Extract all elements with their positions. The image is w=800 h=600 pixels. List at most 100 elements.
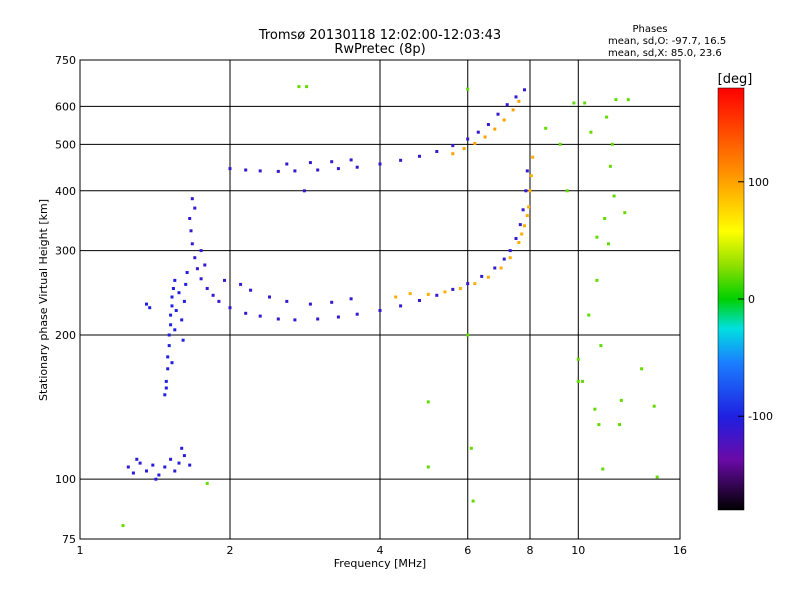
data-point — [355, 165, 359, 169]
data-point — [171, 287, 175, 290]
data-point — [655, 475, 659, 479]
data-point — [157, 473, 161, 477]
data-point — [476, 130, 480, 134]
data-point — [258, 314, 262, 318]
data-point — [167, 344, 171, 348]
data-point — [180, 446, 184, 450]
data-point — [308, 302, 312, 306]
y-tick-label: 500 — [55, 138, 76, 151]
data-point — [623, 211, 627, 215]
data-point — [505, 103, 509, 107]
y-tick-label: 750 — [55, 54, 76, 67]
data-point — [473, 282, 477, 286]
colorbar-tick-label: 0 — [748, 293, 755, 306]
data-point — [285, 162, 289, 166]
x-axis-label: Frequency [MHz] — [334, 557, 426, 570]
data-point — [316, 168, 320, 172]
x-tick-label: 4 — [377, 544, 384, 557]
data-point — [135, 457, 139, 461]
data-point — [184, 282, 188, 286]
data-point — [285, 299, 289, 303]
data-point — [203, 263, 207, 267]
chart-title: Tromsø 20130118 12:02:00-12:03:43 — [258, 28, 501, 43]
data-point — [164, 386, 168, 390]
data-point — [399, 158, 403, 162]
data-point — [169, 457, 173, 461]
data-point — [193, 206, 197, 210]
y-axis-ticks: 75 100 200 300 400 500 600 750 — [55, 54, 76, 546]
data-point — [173, 328, 177, 332]
data-point — [597, 423, 601, 427]
data-point — [293, 318, 297, 322]
data-point — [486, 275, 490, 279]
data-point — [523, 88, 526, 92]
data-point — [336, 167, 340, 171]
data-point — [486, 123, 490, 126]
data-point — [244, 168, 248, 172]
data-point — [228, 306, 232, 310]
data-point — [199, 249, 203, 253]
data-point — [145, 302, 148, 306]
data-point — [576, 379, 580, 383]
x-tick-label: 6 — [464, 544, 471, 557]
data-point — [131, 471, 135, 475]
data-point — [523, 224, 526, 228]
data-point — [508, 249, 512, 253]
data-point — [502, 118, 506, 122]
data-point — [418, 154, 421, 158]
data-point — [205, 287, 209, 290]
colorbar-label: [deg] — [718, 72, 753, 87]
data-point — [471, 499, 475, 503]
data-point — [205, 481, 209, 485]
data-point — [589, 130, 593, 134]
data-point — [493, 266, 497, 270]
data-point — [527, 205, 531, 209]
data-point — [151, 463, 155, 467]
data-point — [378, 162, 382, 166]
data-point — [308, 161, 312, 165]
y-tick-label: 300 — [55, 245, 76, 258]
data-point — [520, 232, 524, 236]
data-point — [608, 164, 612, 168]
x-tick-label: 2 — [227, 544, 234, 557]
x-tick-label: 16 — [673, 544, 687, 557]
data-point — [188, 463, 192, 467]
data-point — [148, 306, 152, 310]
data-point — [167, 333, 171, 337]
data-point — [525, 169, 529, 173]
data-point — [316, 317, 320, 321]
data-point — [531, 155, 535, 159]
data-point — [603, 217, 607, 220]
stats-o-line: mean, sd,O: -97.7, 16.5 — [608, 36, 726, 47]
data-point — [154, 477, 158, 481]
data-point — [293, 169, 297, 173]
data-point — [166, 355, 170, 359]
data-point — [517, 241, 521, 244]
data-point — [593, 407, 597, 411]
data-point — [469, 446, 473, 450]
data-point — [336, 315, 340, 319]
data-point — [462, 147, 466, 151]
data-point — [525, 214, 529, 218]
y-axis-label: Stationary phase Virtual Height [km] — [37, 199, 50, 401]
data-point — [583, 101, 587, 105]
colorbar-ticks: 100 0 -100 — [738, 176, 773, 423]
data-point — [378, 309, 382, 312]
data-point — [239, 282, 243, 286]
data-point — [170, 295, 174, 299]
data-point — [163, 465, 167, 469]
data-point — [640, 367, 644, 371]
data-point — [223, 278, 226, 282]
data-point — [408, 292, 412, 296]
data-point — [349, 158, 353, 162]
data-point — [601, 467, 605, 471]
data-point — [189, 229, 193, 233]
data-point — [276, 169, 280, 173]
data-point — [276, 317, 280, 321]
data-point — [180, 318, 184, 322]
data-point — [258, 169, 262, 173]
data-point — [169, 323, 173, 327]
data-point — [599, 344, 603, 348]
data-point — [558, 142, 562, 146]
data-point — [426, 400, 430, 404]
